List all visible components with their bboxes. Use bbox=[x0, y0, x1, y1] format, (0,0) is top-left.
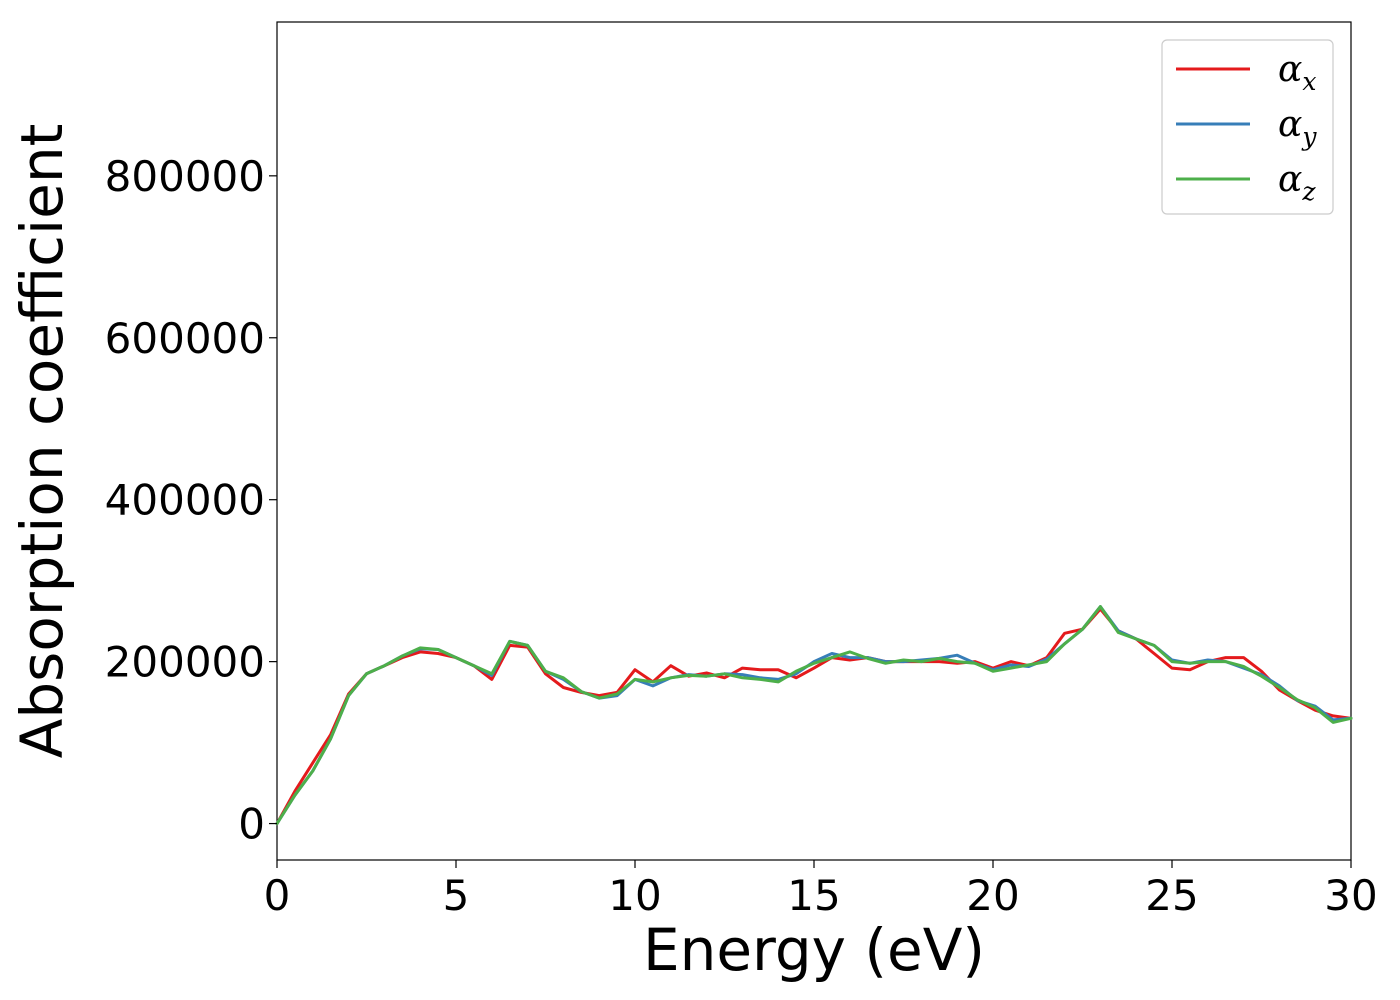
x-tick-label: 25 bbox=[1145, 871, 1198, 920]
y-tick-label: 600000 bbox=[105, 314, 265, 363]
y-tick-label: 800000 bbox=[105, 152, 265, 201]
y-tick-label: 200000 bbox=[105, 638, 265, 687]
legend-frame bbox=[1161, 39, 1334, 215]
x-tick-label: 10 bbox=[608, 871, 661, 920]
y-tick-label: 0 bbox=[238, 800, 265, 849]
y-axis: 0 200000 400000 600000 800000 bbox=[105, 152, 277, 849]
y-axis-title: Absorption coefficient bbox=[8, 124, 76, 759]
x-tick-label: 20 bbox=[966, 871, 1019, 920]
x-axis-title: Energy (eV) bbox=[643, 916, 985, 984]
y-tick-label: 400000 bbox=[105, 476, 265, 525]
x-tick-label: 15 bbox=[787, 871, 840, 920]
x-tick-label: 0 bbox=[264, 871, 291, 920]
x-tick-label: 30 bbox=[1324, 871, 1377, 920]
series-line-alpha-z bbox=[275, 605, 1353, 826]
x-tick-label: 5 bbox=[443, 871, 470, 920]
x-axis: 0 5 10 15 20 25 30 bbox=[264, 860, 1378, 920]
series-layer bbox=[275, 605, 1353, 826]
